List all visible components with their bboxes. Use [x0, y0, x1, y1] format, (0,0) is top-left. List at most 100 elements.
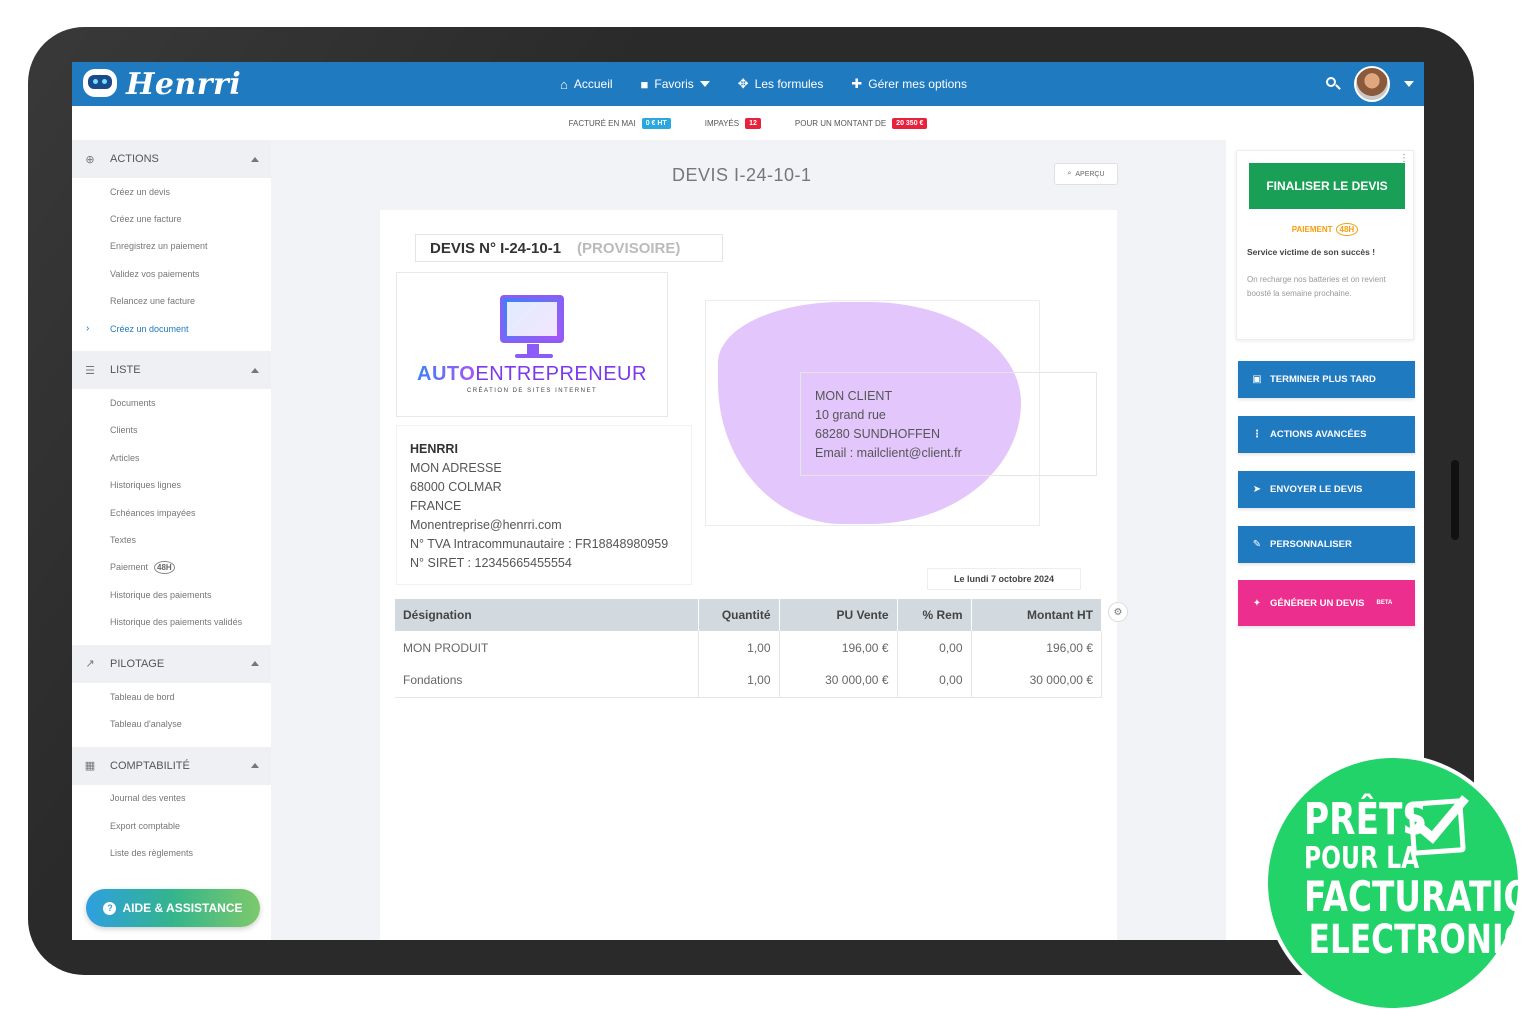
sidebar-item-settlements[interactable]: Liste des règlements	[110, 848, 194, 859]
sidebar-item-analysis[interactable]: Tableau d'analyse	[110, 718, 182, 729]
nav-options[interactable]: ✚ Gérer mes options	[851, 76, 967, 92]
magnifier-icon: ⌕	[1067, 170, 1072, 177]
sidebar-section-list[interactable]: ☰ Liste	[72, 351, 271, 390]
quote-lines-table: Désignation Quantité PU Vente % Rem Mont…	[395, 599, 1102, 698]
column-header-unit-price: PU Vente	[779, 599, 898, 631]
top-navbar: Henrri ⌂ Accueil ■ Favoris ✥ Les formule…	[72, 62, 1424, 106]
sidebar-item-accounting-export[interactable]: Export comptable	[110, 820, 181, 831]
sender-vat: N° TVA Intracommunautaire : FR1884898095…	[410, 537, 669, 551]
chevron-down-icon	[699, 81, 710, 87]
sender-address: MON ADRESSE	[410, 461, 502, 475]
list-icon: ☰	[85, 364, 95, 377]
customize-button[interactable]: ✎ Personnaliser	[1238, 526, 1415, 563]
document-status: (PROVISOIRE)	[577, 239, 681, 257]
sender-siret: N° SIRET : 12345665455554	[410, 556, 572, 570]
puzzle-icon: ✚	[851, 76, 863, 91]
table-row[interactable]: Fondations 1,00 30 000,00 € 0,00 30 000,…	[395, 664, 1102, 698]
brand-name: AUTOENTREPRENEUR	[397, 363, 667, 386]
document-number-header[interactable]: DEVIS N° I-24-10-1 (PROVISOIRE)	[415, 234, 723, 262]
sidebar-section-pilotage[interactable]: ↗ Pilotage	[72, 644, 271, 683]
sidebar-item-line-history[interactable]: Historiques lignes	[110, 480, 182, 491]
tablet-side-button	[1451, 460, 1459, 540]
nav-options-label: Gérer mes options	[868, 77, 967, 91]
finalize-quote-button[interactable]: Finaliser le devis	[1249, 163, 1405, 209]
nav-favorites-label: Favoris	[654, 77, 694, 91]
sidebar-item-payment-history[interactable]: Historique des paiements	[110, 589, 212, 600]
chevron-up-icon	[251, 367, 259, 373]
monitor-logo-icon	[500, 295, 564, 358]
finish-later-label: Terminer plus tard	[1270, 374, 1376, 385]
avatar[interactable]	[1354, 66, 1390, 102]
sidebar-item-sales-journal[interactable]: Journal des ventes	[110, 793, 186, 804]
badge-text: PRÊTS POUR LA FACTURATION ELECTRONIQUE	[1304, 798, 1536, 963]
sidebar-section-title: Comptabilité	[110, 759, 190, 772]
document-number: DEVIS N° I-24-10-1	[430, 239, 562, 257]
sidebar-item-validated-payment-history[interactable]: Historique des paiements validés	[110, 617, 243, 628]
sidebar-item-record-payment[interactable]: Enregistrez un paiement	[110, 241, 208, 252]
preview-button[interactable]: ⌕ Aperçu	[1054, 163, 1118, 185]
badge-line-4: ELECTRONIQUE	[1308, 917, 1536, 963]
sender-city: 68000 COLMAR	[410, 480, 502, 494]
table-settings-gear-icon[interactable]: ⚙	[1108, 602, 1128, 622]
sidebar-item-documents[interactable]: Documents	[110, 398, 156, 409]
table-row[interactable]: MON PRODUIT 1,00 196,00 € 0,00 196,00 €	[395, 631, 1102, 664]
client-city: 68280 SUNDHOFFEN	[815, 427, 941, 441]
sidebar-item-articles[interactable]: Articles	[110, 452, 140, 463]
stat-amount[interactable]: Pour un montant de 20 350 €	[794, 117, 928, 129]
column-header-designation: Désignation	[395, 599, 699, 631]
cell-designation: Fondations	[395, 664, 699, 698]
advanced-actions-label: Actions avancées	[1270, 429, 1367, 440]
more-options-icon[interactable]: ⋮	[1399, 153, 1409, 164]
sidebar-item-clients[interactable]: Clients	[110, 425, 138, 436]
sidebar-item-create-quote[interactable]: Créez un devis	[110, 186, 171, 197]
nav-home-label: Accueil	[573, 77, 613, 91]
sparkle-icon: ✦	[1252, 597, 1262, 609]
sidebar-item-validate-payments[interactable]: Validez vos paiements	[110, 268, 200, 279]
help-assistance-button[interactable]: ? Aide & assistance	[86, 889, 260, 927]
sidebar-item-create-invoice[interactable]: Créez une facture	[110, 214, 182, 225]
payment-48h-icon: 48H	[1335, 223, 1359, 236]
stat-unpaid[interactable]: Impayés 12	[705, 117, 761, 129]
send-quote-button[interactable]: ➤ Envoyer le devis	[1238, 471, 1415, 508]
sidebar-item-texts[interactable]: Textes	[110, 534, 137, 545]
sidebar-item-unpaid[interactable]: Echéances impayées	[110, 507, 196, 518]
henrri-logo[interactable]: Henrri	[80, 65, 241, 103]
nav-favorites[interactable]: ■ Favoris	[641, 77, 710, 92]
sidebar-section-title: Actions	[110, 153, 159, 165]
column-header-discount: % Rem	[897, 599, 972, 631]
sidebar-item-create-document[interactable]: › Créez un document	[72, 315, 271, 342]
payment-48h-promo: Paiement 48H	[1237, 223, 1413, 236]
sender-email: Monentreprise@henrri.com	[410, 518, 562, 532]
company-logo-box[interactable]: AUTOENTREPRENEUR CRÉATION DE SITES INTER…	[396, 272, 668, 417]
client-frame	[705, 300, 1040, 526]
paper-plane-icon: ➤	[1252, 484, 1262, 495]
sidebar-section-accounting[interactable]: ▦ Comptabilité	[72, 746, 271, 785]
advanced-actions-button[interactable]: ⋮ Actions avancées	[1238, 416, 1415, 453]
bookmark-icon: ■	[640, 76, 649, 92]
sidebar-item-remind-invoice[interactable]: Relancez une facture	[110, 296, 196, 307]
stat-unpaid-badge: 12	[745, 117, 761, 129]
send-quote-label: Envoyer le devis	[1270, 484, 1363, 495]
client-street: 10 grand rue	[815, 408, 886, 422]
finish-later-button[interactable]: ▣ Terminer plus tard	[1238, 361, 1415, 398]
nav-plans[interactable]: ✥ Les formules	[738, 76, 824, 92]
nav-home[interactable]: ⌂ Accueil	[560, 77, 613, 92]
table-header-row: Désignation Quantité PU Vente % Rem Mont…	[395, 599, 1102, 631]
stat-invoiced[interactable]: Facturé en mai 0 € HT	[569, 117, 671, 129]
help-assistance-label: Aide & assistance	[122, 901, 243, 915]
stat-amount-badge: 20 350 €	[892, 117, 928, 129]
document-date[interactable]: Le lundi 7 octobre 2024	[927, 568, 1081, 590]
user-menu-chevron-icon[interactable]	[1404, 81, 1414, 87]
gears-icon: ✥	[737, 76, 749, 91]
badge-line-3: FACTURATION	[1304, 872, 1536, 921]
stat-amount-label: Pour un montant de	[794, 118, 887, 128]
sender-name: HENRRI	[410, 442, 458, 456]
sender-address-block[interactable]: HENRRI MON ADRESSE 68000 COLMAR FRANCE M…	[396, 425, 692, 585]
search-icon[interactable]	[1326, 77, 1341, 91]
generate-quote-ai-button[interactable]: ✦ Générer un devis BETA	[1238, 580, 1415, 626]
client-name: MON CLIENT	[815, 389, 893, 403]
sidebar-item-dashboard[interactable]: Tableau de bord	[110, 691, 175, 702]
sidebar-item-payment[interactable]: Paiement 48H	[72, 554, 271, 581]
client-address-block[interactable]: MON CLIENT 10 grand rue 68280 SUNDHOFFEN…	[800, 372, 1097, 476]
sidebar-section-actions[interactable]: ⊕ Actions	[72, 140, 271, 178]
